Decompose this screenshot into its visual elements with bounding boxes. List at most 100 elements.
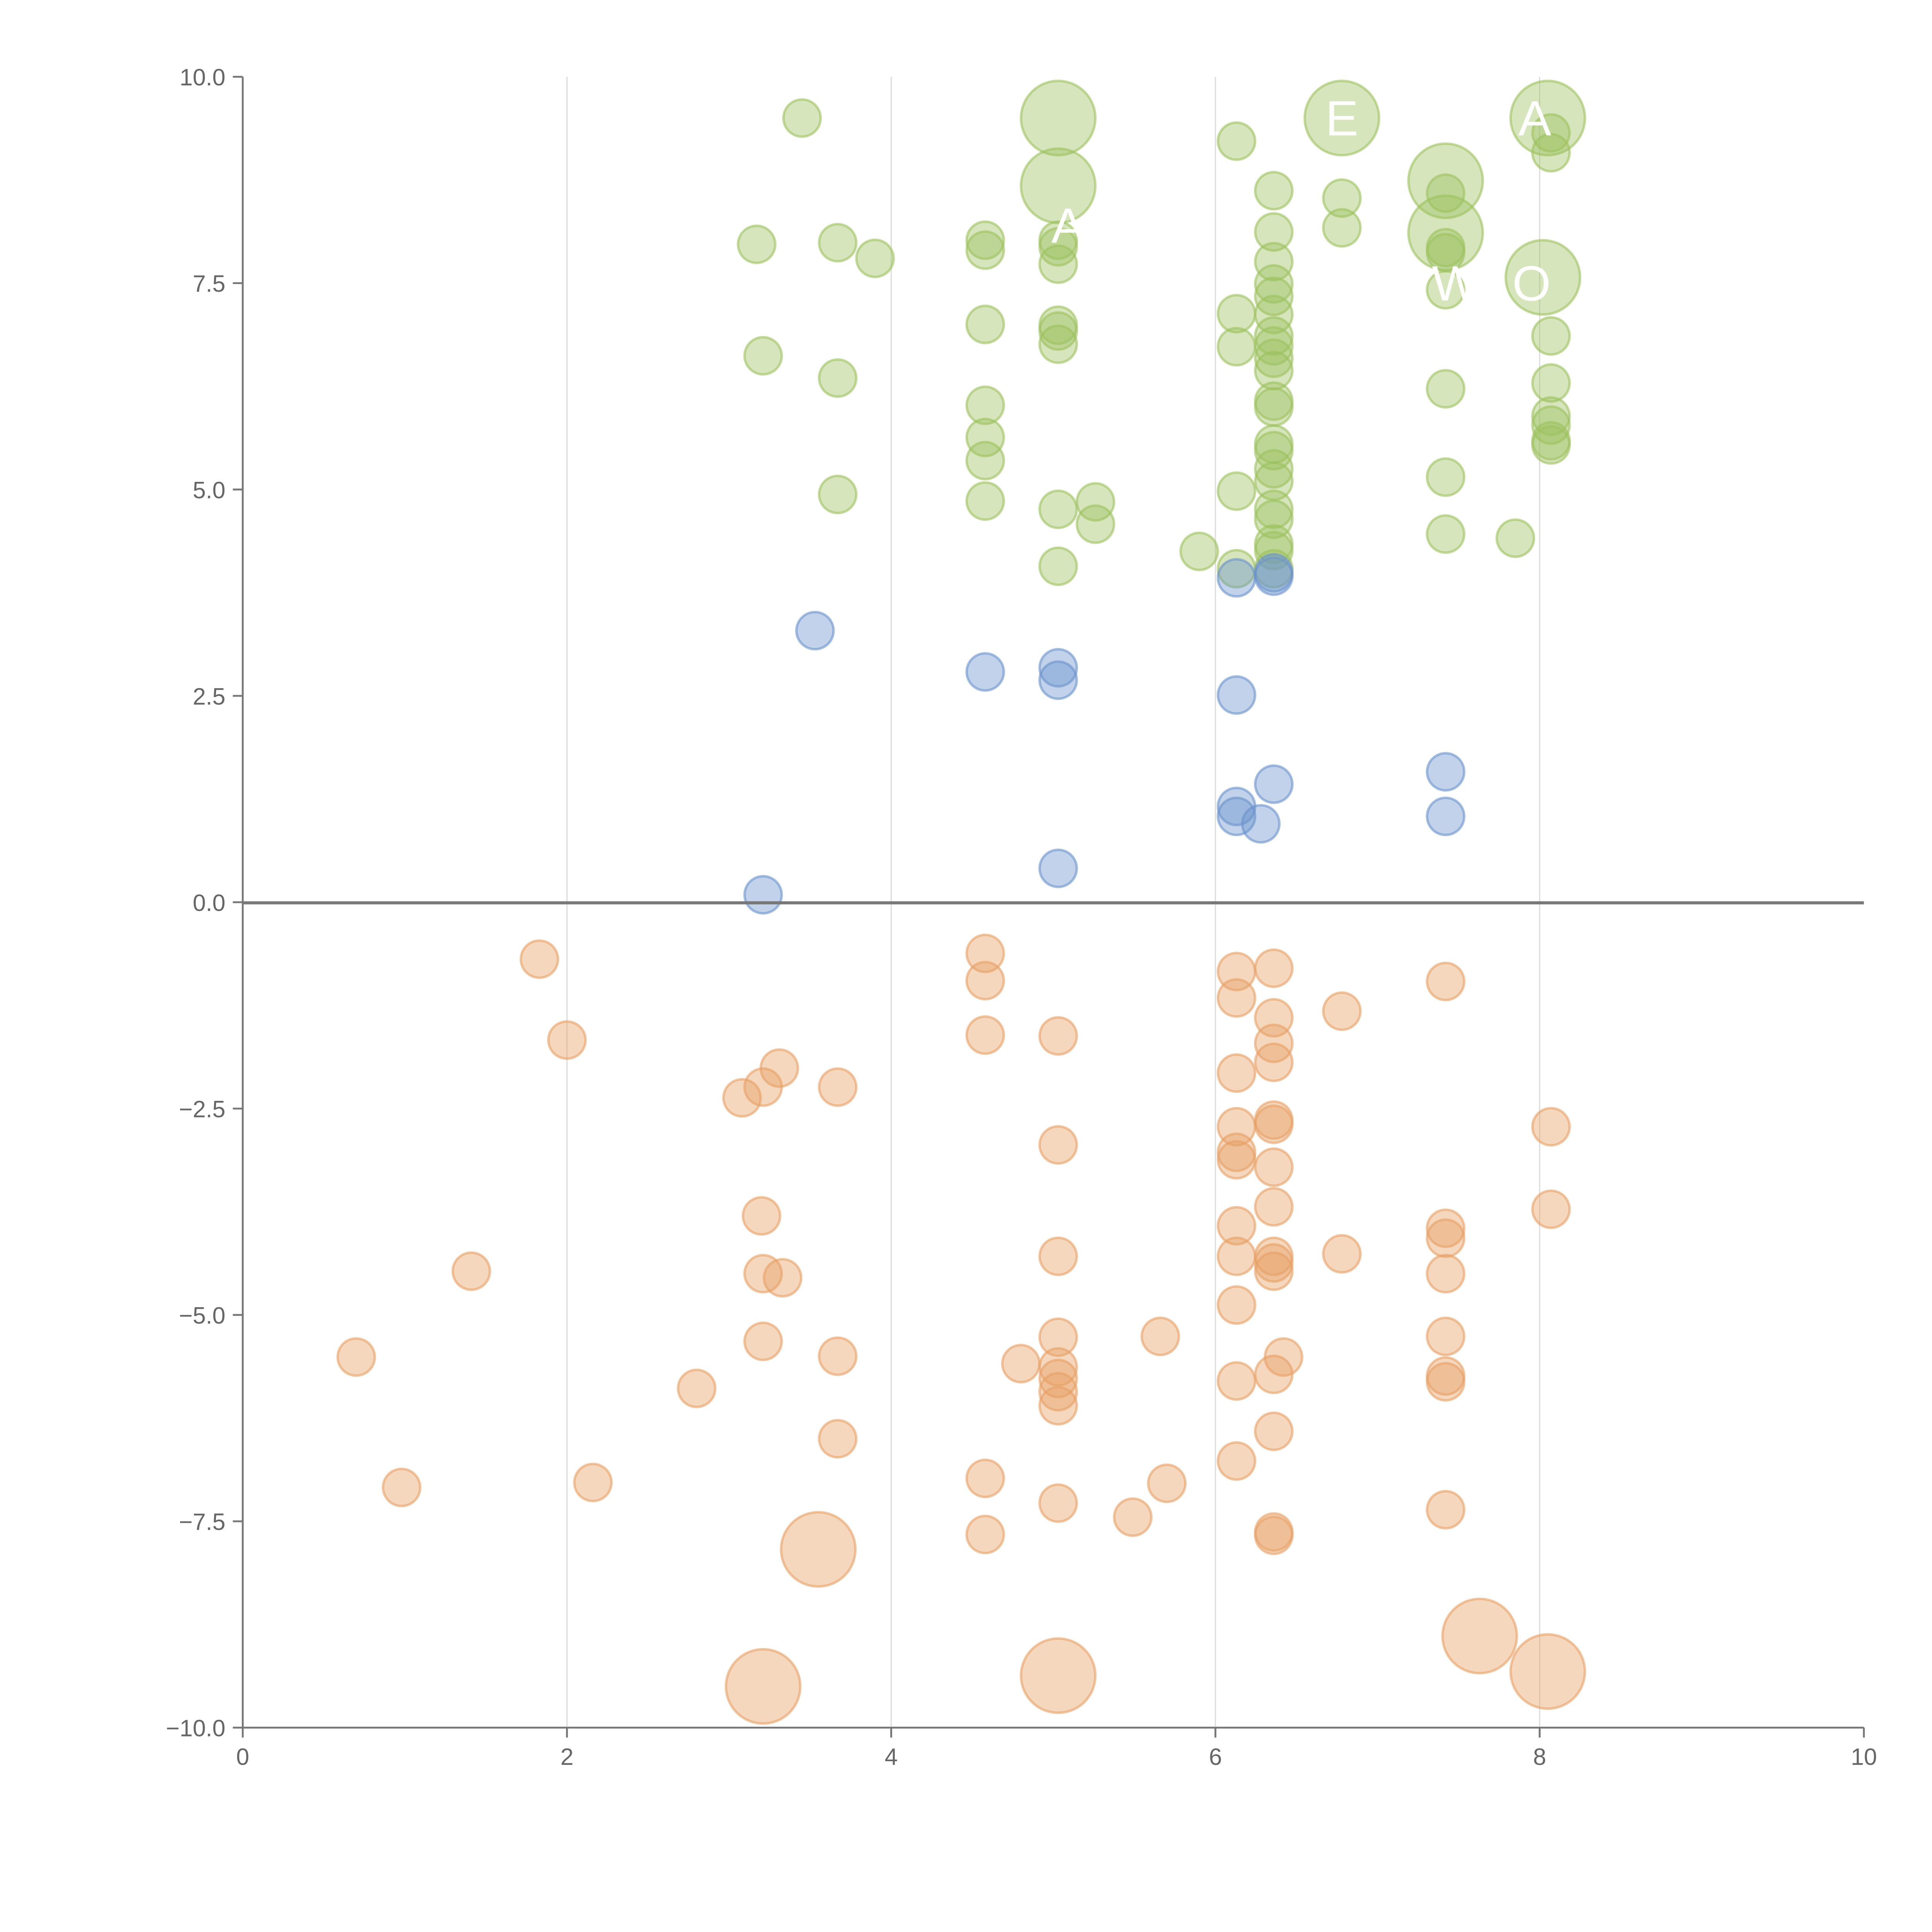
green-point — [965, 230, 1005, 270]
orange-point — [780, 1511, 857, 1588]
blue-point — [965, 652, 1005, 692]
green-point — [965, 440, 1005, 481]
green-point — [1254, 171, 1294, 211]
orange-point — [1425, 1218, 1466, 1258]
orange-point — [1216, 1053, 1257, 1093]
orange-point — [722, 1078, 762, 1118]
green-point — [1038, 311, 1078, 351]
orange-point — [1113, 1497, 1153, 1537]
green-point — [1425, 173, 1466, 213]
green-point — [1425, 270, 1466, 310]
orange-point — [1038, 1359, 1078, 1398]
green-point — [1425, 514, 1466, 554]
y-tick-label: −10.0 — [166, 1715, 225, 1742]
orange-point — [1140, 1316, 1180, 1356]
y-tick-label: 7.5 — [193, 270, 226, 297]
green-point — [1216, 327, 1257, 367]
green-point — [1322, 208, 1362, 248]
blue-point — [1038, 849, 1078, 888]
green-point — [1425, 369, 1466, 409]
orange-point — [759, 1048, 799, 1088]
green-point — [1038, 489, 1078, 529]
orange-point — [1509, 1633, 1586, 1710]
annotation-label: AC — [1051, 198, 1120, 253]
green-point — [1020, 80, 1097, 156]
x-tick-label: 4 — [884, 1743, 898, 1770]
green-point — [736, 224, 777, 264]
orange-point — [1038, 1125, 1078, 1165]
green-point — [1254, 316, 1294, 356]
orange-point — [965, 934, 1005, 973]
green-point — [818, 223, 858, 263]
blue-point — [1425, 752, 1466, 792]
x-tick-label: 2 — [560, 1743, 573, 1770]
orange-point — [1038, 1483, 1078, 1523]
orange-point — [1038, 1016, 1078, 1056]
y-tick-label: −5.0 — [179, 1302, 225, 1328]
orange-point — [1425, 1253, 1466, 1294]
orange-point — [1001, 1344, 1041, 1384]
green-point — [818, 358, 858, 398]
green-point — [1254, 489, 1294, 529]
orange-point — [724, 1648, 802, 1725]
orange-point — [743, 1253, 783, 1294]
orange-point — [965, 1514, 1005, 1554]
green-point — [1254, 338, 1294, 378]
orange-point — [1254, 1104, 1294, 1144]
orange-point — [965, 961, 1005, 1001]
green-point — [1425, 457, 1466, 497]
orange-point — [818, 1336, 858, 1376]
orange-point — [1216, 1236, 1257, 1276]
annotation-label: E — [1325, 91, 1359, 146]
green-point — [1509, 80, 1586, 156]
orange-point — [1020, 1637, 1097, 1714]
green-point — [1216, 471, 1257, 511]
green-point — [965, 304, 1005, 344]
green-point — [1303, 80, 1381, 156]
orange-point — [1038, 1236, 1078, 1276]
orange-point — [1254, 948, 1294, 988]
green-point — [855, 238, 895, 278]
orange-point — [1216, 1361, 1257, 1401]
blue-point — [1038, 648, 1078, 688]
orange-point — [1322, 1234, 1362, 1274]
orange-point — [1425, 1208, 1466, 1248]
blue-point — [1216, 558, 1257, 598]
green-point — [1254, 449, 1294, 489]
green-point — [1531, 425, 1571, 465]
annotations: E A AC W O — [1051, 91, 1551, 311]
orange-point — [1254, 1411, 1294, 1451]
orange-point — [1216, 1206, 1257, 1246]
orange-point — [1254, 1251, 1294, 1291]
orange-point — [743, 1321, 783, 1361]
green-point — [1038, 227, 1078, 267]
blue-point — [1254, 556, 1294, 596]
green-point — [1216, 121, 1257, 161]
orange-point — [1216, 1140, 1257, 1180]
green-point — [1020, 147, 1097, 224]
orange-point — [1216, 1285, 1257, 1325]
orange-point — [763, 1258, 803, 1298]
x-tick-label: 6 — [1209, 1743, 1222, 1770]
orange-point — [1038, 1372, 1078, 1412]
green-point — [1495, 518, 1535, 558]
green-point — [1254, 387, 1294, 427]
y-tick-label: 0.0 — [193, 889, 226, 916]
x-tick-label: 8 — [1533, 1743, 1546, 1770]
orange-point — [1216, 1441, 1257, 1481]
y-tick-label: −7.5 — [179, 1509, 225, 1535]
orange-point — [547, 1020, 587, 1060]
y-tick-label: 5.0 — [193, 477, 226, 503]
orange-point — [1425, 961, 1466, 1002]
blue-point — [1241, 804, 1281, 844]
orange-point — [1322, 991, 1362, 1031]
green-point — [1254, 294, 1294, 335]
green-point — [1254, 212, 1294, 252]
green-point — [965, 385, 1005, 425]
green-point — [782, 98, 822, 138]
orange-point — [1531, 1189, 1571, 1229]
y-tick-label: 2.5 — [193, 683, 226, 709]
annotation-label: W — [1432, 256, 1479, 311]
green-point — [1322, 178, 1362, 218]
